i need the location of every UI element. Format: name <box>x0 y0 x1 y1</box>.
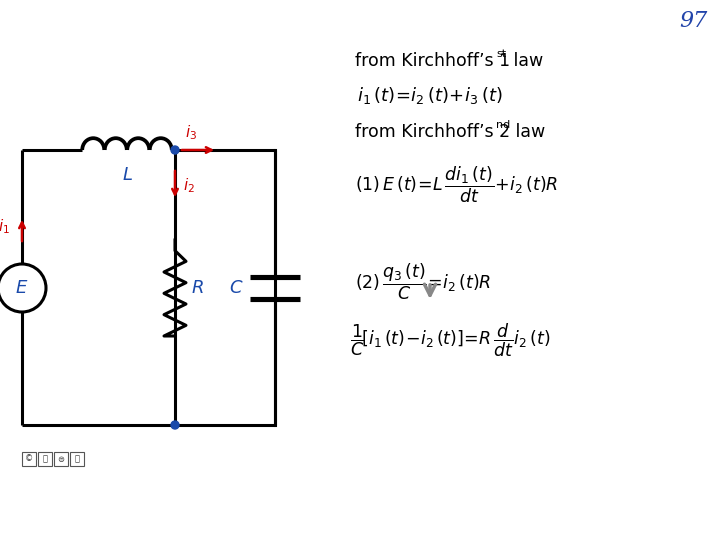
Circle shape <box>171 421 179 429</box>
Text: $i_1\,(t)\!=\!i_2\,(t)\!+\!i_3\,(t)$: $i_1\,(t)\!=\!i_2\,(t)\!+\!i_3\,(t)$ <box>357 85 503 106</box>
Text: from Kirchhoff’s 1: from Kirchhoff’s 1 <box>355 52 510 70</box>
Text: $(1)\,E\,(t)\!=\!L\,\dfrac{di_1\,(t)}{dt}\!+\!i_2\,(t)R$: $(1)\,E\,(t)\!=\!L\,\dfrac{di_1\,(t)}{dt… <box>355 165 558 205</box>
Bar <box>38 452 52 466</box>
Text: $i_1$: $i_1$ <box>0 218 10 237</box>
Circle shape <box>0 264 46 312</box>
Text: ⊜: ⊜ <box>58 455 65 463</box>
Text: law: law <box>510 123 545 141</box>
Text: $(2)\,\dfrac{q_3\,(t)}{C}\!=\!i_2\,(t)R$: $(2)\,\dfrac{q_3\,(t)}{C}\!=\!i_2\,(t)R$ <box>355 262 491 302</box>
Text: 97: 97 <box>680 10 708 32</box>
Text: $i_3$: $i_3$ <box>185 123 197 142</box>
Text: Ⓡ: Ⓡ <box>42 455 48 463</box>
Text: from Kirchhoff’s 2: from Kirchhoff’s 2 <box>355 123 510 141</box>
Text: Ⓢ: Ⓢ <box>74 455 79 463</box>
Text: st: st <box>496 49 506 59</box>
Text: ©: © <box>25 455 33 463</box>
Text: $C$: $C$ <box>230 279 244 297</box>
Circle shape <box>171 146 179 154</box>
Text: $\dfrac{1}{C}\!\left[i_1\,(t)\!-\!i_2\,(t)\right]\!=\!R\,\dfrac{d}{dt}i_2\,(t)$: $\dfrac{1}{C}\!\left[i_1\,(t)\!-\!i_2\,(… <box>350 322 551 360</box>
Text: $R$: $R$ <box>191 279 204 297</box>
Bar <box>70 452 84 466</box>
Text: nd: nd <box>496 120 510 130</box>
Text: law: law <box>508 52 544 70</box>
Text: $L$: $L$ <box>122 166 132 184</box>
Text: $E$: $E$ <box>15 279 29 297</box>
Bar <box>22 452 36 466</box>
Text: $i_2$: $i_2$ <box>183 176 195 195</box>
Bar <box>54 452 68 466</box>
